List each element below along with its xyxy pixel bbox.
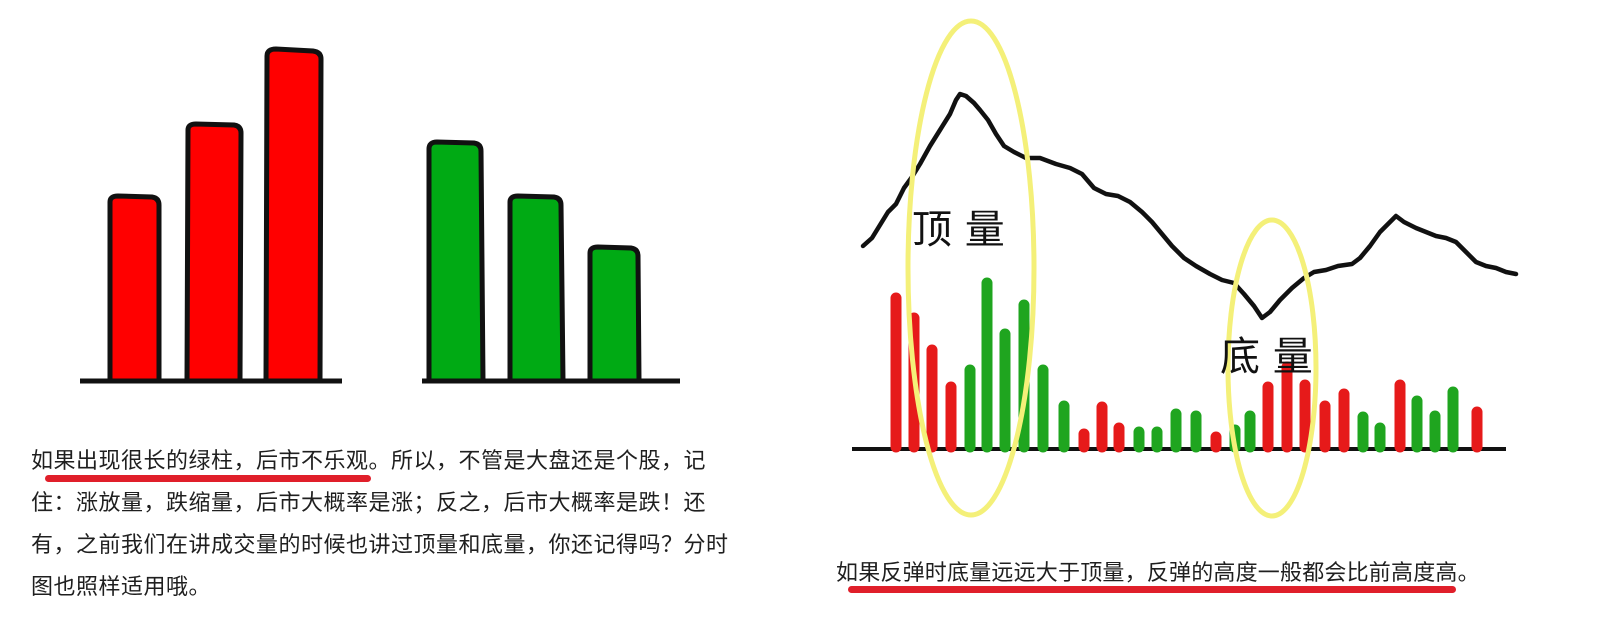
right-red-underline xyxy=(848,586,1456,593)
green-bar-3 xyxy=(590,247,639,381)
left-illustration-panel: 如果出现很长的绿柱，后市不乐观。所以，不管是大盘还是个股，记住：涨放量，跌缩量，… xyxy=(0,0,800,631)
red-bar-1 xyxy=(110,196,159,381)
left-red-underline xyxy=(45,475,371,482)
right-illustration-panel: 顶 量 底 量 如果反弹时底量远远大于顶量，反弹的高度一般都会比前高度高。 xyxy=(860,0,1623,631)
volume-bars-illustration xyxy=(0,0,800,420)
price-line xyxy=(863,94,1516,318)
highlighted-phrase: 如果出现很长的绿柱，后市不乐观 xyxy=(31,449,369,474)
bottom-volume-label: 底 量 xyxy=(1220,334,1313,380)
explanation-paragraph: 如果出现很长的绿柱，后市不乐观。所以，不管是大盘还是个股，记住：涨放量，跌缩量，… xyxy=(31,441,746,609)
green-bar-2 xyxy=(510,196,563,381)
red-bar-3 xyxy=(266,49,321,381)
red-bar-2 xyxy=(187,124,241,381)
green-bar-1 xyxy=(429,142,483,381)
top-volume-label: 顶 量 xyxy=(912,207,1005,253)
top-bottom-volume-illustration: 顶 量 底 量 xyxy=(860,0,1623,540)
volume-bars xyxy=(896,283,1477,447)
